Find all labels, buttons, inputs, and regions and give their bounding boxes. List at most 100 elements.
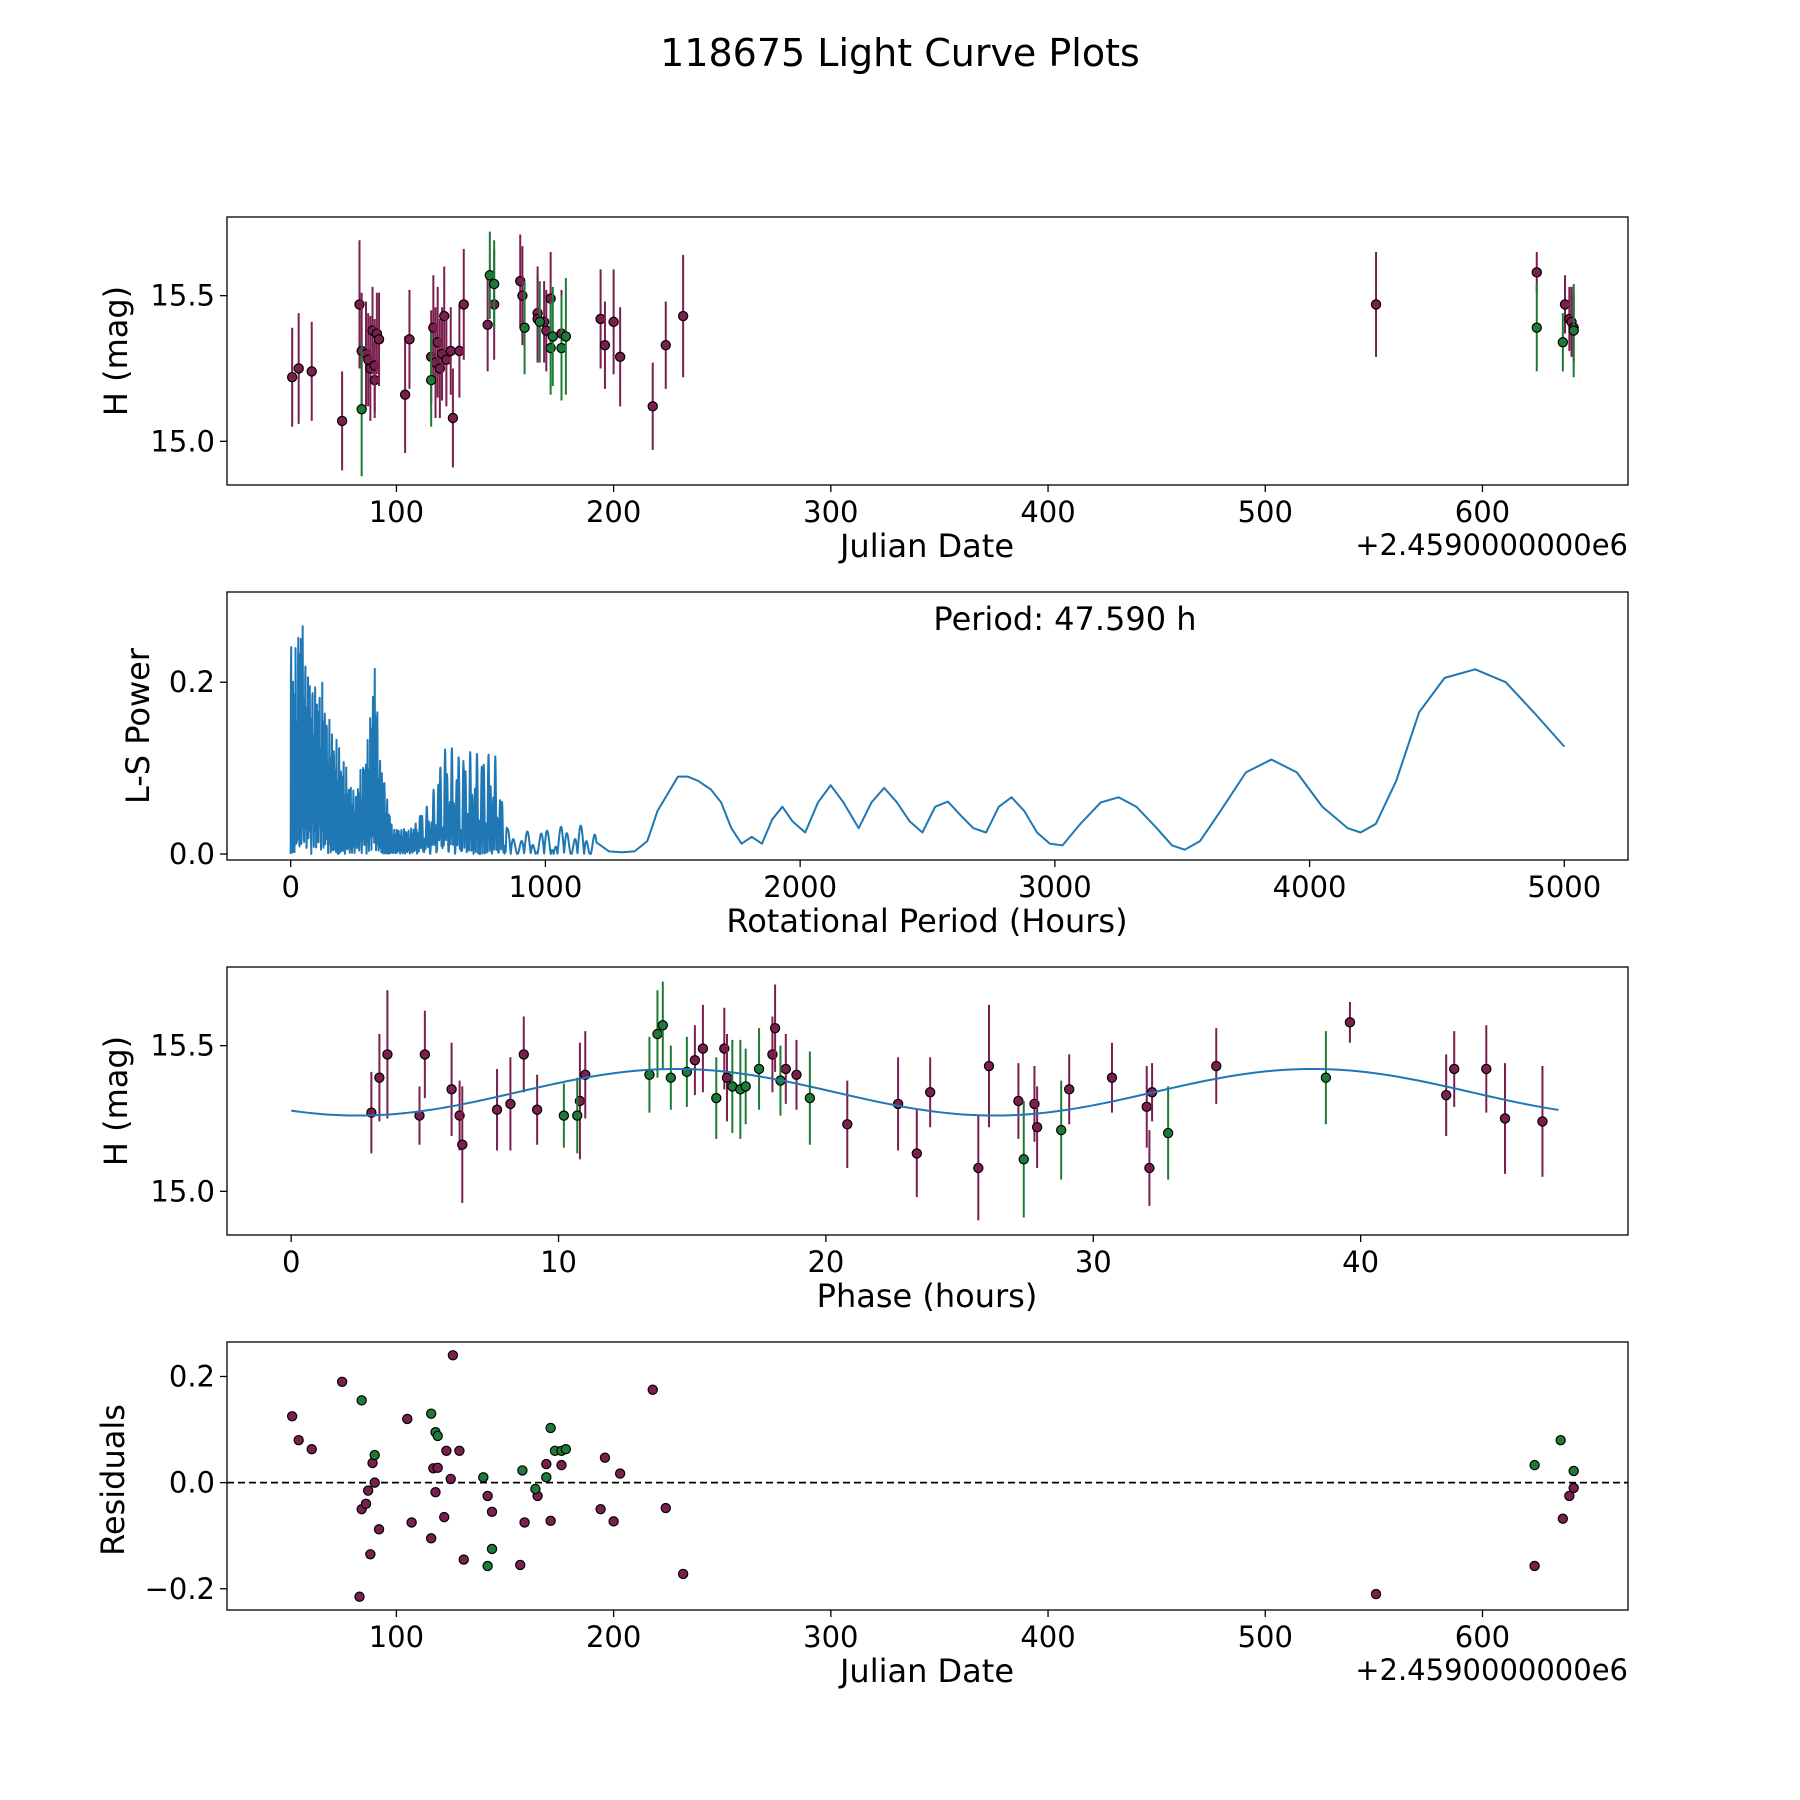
data-point-r bbox=[369, 1477, 380, 1488]
data-point-r bbox=[1568, 1482, 1579, 1494]
data-point-r bbox=[973, 1162, 984, 1174]
x-tick-label: 100 bbox=[369, 1620, 424, 1654]
data-point-r bbox=[545, 1515, 556, 1527]
data-point-g bbox=[547, 331, 559, 342]
y-tick-label: 15.0 bbox=[150, 1174, 215, 1208]
data-point-g bbox=[652, 1028, 663, 1040]
data-point-r bbox=[608, 316, 619, 328]
data-point-r bbox=[647, 1384, 658, 1395]
data-point-r bbox=[1449, 1063, 1460, 1075]
x-tick-label: 0 bbox=[281, 870, 299, 904]
data-point-g bbox=[1568, 325, 1579, 336]
y-tick-label: 15.0 bbox=[150, 424, 215, 458]
x-tick-label: 0 bbox=[282, 1245, 300, 1279]
data-point-g bbox=[519, 322, 530, 333]
data-point-r bbox=[454, 345, 465, 357]
data-point-g bbox=[488, 278, 500, 290]
data-point-r bbox=[441, 1445, 452, 1456]
data-point-r bbox=[1370, 299, 1382, 310]
data-point-r bbox=[336, 415, 348, 427]
data-point-r bbox=[425, 1533, 437, 1544]
data-point-r bbox=[1529, 1560, 1540, 1572]
data-point-g bbox=[1557, 337, 1569, 348]
data-point-r bbox=[446, 1084, 457, 1095]
data-point-r bbox=[1370, 1588, 1382, 1600]
data-point-r bbox=[1344, 1017, 1356, 1028]
data-point-g bbox=[541, 1472, 552, 1483]
light-curve-x-label: Julian Date bbox=[838, 527, 1014, 565]
data-point-r bbox=[769, 1022, 781, 1034]
data-point-g bbox=[545, 342, 556, 354]
data-point-r bbox=[399, 389, 411, 400]
x-tick-label: 300 bbox=[803, 1620, 858, 1654]
data-point-g bbox=[369, 1449, 380, 1461]
data-point-r bbox=[517, 290, 528, 301]
data-point-r bbox=[595, 1503, 606, 1515]
residuals-y-label: Residuals bbox=[94, 1404, 132, 1556]
data-point-g bbox=[482, 1560, 493, 1572]
data-point-r bbox=[286, 1411, 298, 1422]
x-tick-label: 2000 bbox=[763, 870, 837, 904]
data-point-r bbox=[439, 1511, 450, 1523]
data-point-r bbox=[697, 1043, 709, 1054]
data-point-r bbox=[406, 1517, 417, 1528]
panel-residuals: 100 200 300 400 500 600 −0.2 0.0 0.2 Julian Date… bbox=[94, 1341, 1629, 1690]
data-point-r bbox=[362, 1485, 374, 1496]
data-point-g bbox=[356, 1395, 367, 1406]
y-tick-label: −0.2 bbox=[145, 1572, 215, 1606]
data-point-r bbox=[373, 1524, 385, 1535]
data-point-r bbox=[486, 1506, 498, 1518]
x-tick-label: 500 bbox=[1238, 495, 1293, 529]
data-point-r bbox=[286, 372, 298, 383]
x-tick-label: 100 bbox=[369, 495, 424, 529]
data-point-r bbox=[519, 1517, 530, 1528]
periodogram-marks bbox=[289, 625, 1566, 855]
data-point-g bbox=[545, 1422, 556, 1434]
data-point-r bbox=[447, 412, 459, 424]
x-tick-label: 600 bbox=[1455, 1620, 1510, 1654]
data-point-r bbox=[515, 275, 526, 287]
data-point-r bbox=[1064, 1084, 1075, 1095]
data-point-g bbox=[560, 331, 572, 342]
data-point-g bbox=[711, 1092, 722, 1104]
data-point-g bbox=[740, 1081, 751, 1092]
phase-folded-marks bbox=[291, 981, 1559, 1221]
data-point-g bbox=[517, 1465, 528, 1476]
y-tick-label: 0.2 bbox=[169, 1359, 215, 1393]
data-point-r bbox=[458, 299, 469, 310]
data-point-g bbox=[804, 1092, 816, 1104]
residuals-x-label: Julian Date bbox=[838, 1652, 1014, 1690]
data-point-r bbox=[1144, 1162, 1155, 1174]
x-tick-label: 1000 bbox=[509, 870, 583, 904]
data-point-g bbox=[484, 270, 496, 281]
periodogram-y-label: L-S Power bbox=[119, 647, 157, 804]
data-point-r bbox=[689, 1055, 701, 1066]
data-point-g bbox=[556, 342, 567, 354]
data-point-r bbox=[1106, 1072, 1118, 1083]
data-point-r bbox=[430, 1486, 441, 1498]
y-tick-label: 15.5 bbox=[150, 279, 215, 313]
data-point-r bbox=[842, 1119, 853, 1130]
light-curve-y-label: H (mag) bbox=[97, 286, 135, 416]
data-point-r bbox=[369, 360, 380, 371]
data-point-r bbox=[983, 1060, 995, 1072]
data-point-r bbox=[1559, 299, 1571, 310]
data-point-r bbox=[599, 1452, 611, 1463]
data-point-r bbox=[660, 339, 671, 351]
figure-title: 118675 Light Curve Plots bbox=[660, 31, 1140, 75]
x-tick-label: 20 bbox=[807, 1245, 844, 1279]
data-point-r bbox=[1557, 1513, 1569, 1524]
data-point-r bbox=[1440, 1089, 1452, 1101]
x-tick-label: 4000 bbox=[1273, 870, 1347, 904]
x-tick-label: 10 bbox=[540, 1245, 577, 1279]
period-annotation: Period: 47.590 h bbox=[933, 600, 1196, 638]
light-curve-axes-frame bbox=[226, 216, 1629, 486]
data-point-r bbox=[482, 319, 493, 330]
data-point-r bbox=[457, 1139, 468, 1150]
data-point-r bbox=[360, 1498, 372, 1510]
panel-periodogram: 0 1000 2000 3000 4000 5000 0.0 0.2 Rotational P… bbox=[119, 591, 1629, 940]
data-point-g bbox=[425, 374, 437, 386]
data-point-r bbox=[1531, 267, 1542, 278]
y-tick-label: 15.5 bbox=[150, 1029, 215, 1063]
